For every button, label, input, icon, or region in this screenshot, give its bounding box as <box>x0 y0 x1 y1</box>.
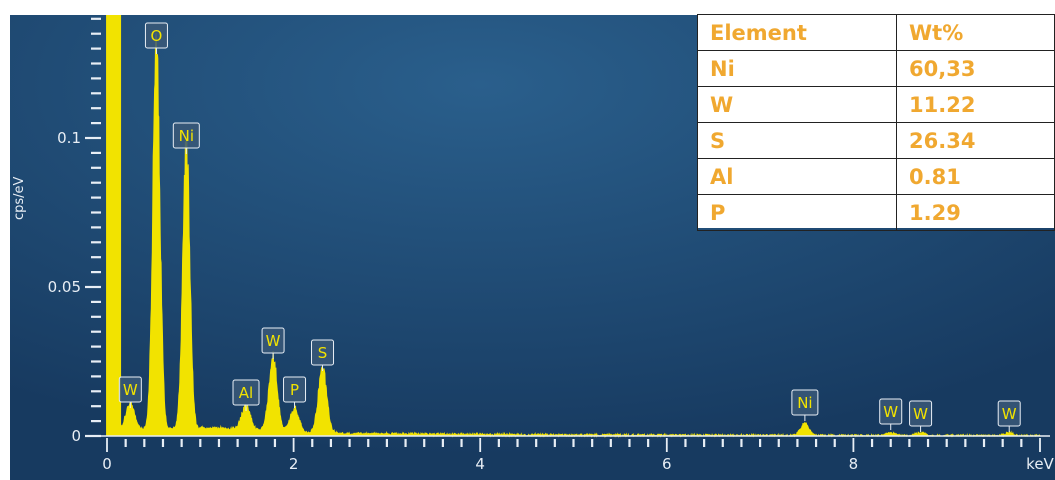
zero-peak-bar <box>106 15 122 436</box>
table-row: W 11.22 <box>697 86 1055 123</box>
x-tick-label: 2 <box>289 455 299 473</box>
peak-label-text: W <box>123 381 138 399</box>
table-row: Ni 60,33 <box>697 50 1055 87</box>
peak-label-box <box>791 389 819 416</box>
x-tick-label: 0 <box>102 455 112 473</box>
peak-label: Ni <box>172 122 200 154</box>
peak-label: W <box>909 400 933 432</box>
wt-cell: 60,33 <box>896 50 1055 87</box>
peak-label-text: P <box>290 381 299 399</box>
peak-label-box <box>311 339 335 366</box>
composition-table: Element Wt% Ni 60,33 W 11.22 S 26.34 Al … <box>697 14 1055 231</box>
element-cell: Al <box>697 158 897 195</box>
peak-label-text: W <box>1002 405 1017 423</box>
peak-label: W <box>261 327 285 359</box>
peak-label-box <box>261 327 285 354</box>
element-cell: W <box>697 86 897 123</box>
peak-label-text: S <box>318 344 328 362</box>
peak-label: W <box>879 398 903 431</box>
peak-label-text: W <box>266 332 281 350</box>
composition-table-box: Element Wt% Ni 60,33 W 11.22 S 26.34 Al … <box>697 14 1055 231</box>
peak-label: S <box>311 339 335 371</box>
peak-label: W <box>997 400 1021 432</box>
y-axis-label: cps/eV <box>12 176 27 220</box>
peak-label: P <box>283 376 307 408</box>
peak-label-text: O <box>151 27 163 45</box>
peak-label-box <box>909 400 933 427</box>
element-cell: S <box>697 122 897 159</box>
table-row: P 1.29 <box>697 194 1055 231</box>
peak-label-box <box>232 379 260 406</box>
x-tick-label: 8 <box>849 455 859 473</box>
peak-label-box <box>144 22 168 49</box>
peak-label-box <box>118 376 142 403</box>
element-cell: P <box>697 194 897 231</box>
peak-label-box <box>879 398 903 425</box>
wt-cell: 1.29 <box>896 194 1055 231</box>
table-header-row: Element Wt% <box>697 14 1055 51</box>
header-wt: Wt% <box>896 14 1055 51</box>
peak-label-box <box>997 400 1021 427</box>
header-element: Element <box>697 14 897 51</box>
y-tick-label: 0.05 <box>48 278 81 296</box>
peak-label: O <box>144 22 168 54</box>
peak-label-box <box>172 122 200 149</box>
element-cell: Ni <box>697 50 897 87</box>
peak-label: Al <box>232 379 260 411</box>
wt-cell: 26.34 <box>896 122 1055 159</box>
axes-group: 0 2 4 6 8 keV 0 0.05 0.1 <box>48 17 1055 473</box>
x-tick-label: 6 <box>662 455 672 473</box>
y-tick-label: 0 <box>71 427 81 445</box>
x-tick-label: 4 <box>475 455 485 473</box>
peak-label-text: Ni <box>797 394 812 412</box>
peak-label: Ni <box>791 389 819 421</box>
table-row: S 26.34 <box>697 122 1055 159</box>
wt-cell: 11.22 <box>896 86 1055 123</box>
peak-label-text: W <box>883 403 898 421</box>
y-tick-label: 0.1 <box>57 129 81 147</box>
peak-label: W <box>118 376 142 408</box>
peak-label-text: Ni <box>179 127 194 145</box>
peak-label-text: W <box>913 405 928 423</box>
x-axis-unit-label: keV <box>1026 455 1054 473</box>
peak-label-text: Al <box>239 384 253 402</box>
table-row: Al 0.81 <box>697 158 1055 195</box>
wt-cell: 0.81 <box>896 158 1055 195</box>
peak-label-box <box>283 376 307 403</box>
